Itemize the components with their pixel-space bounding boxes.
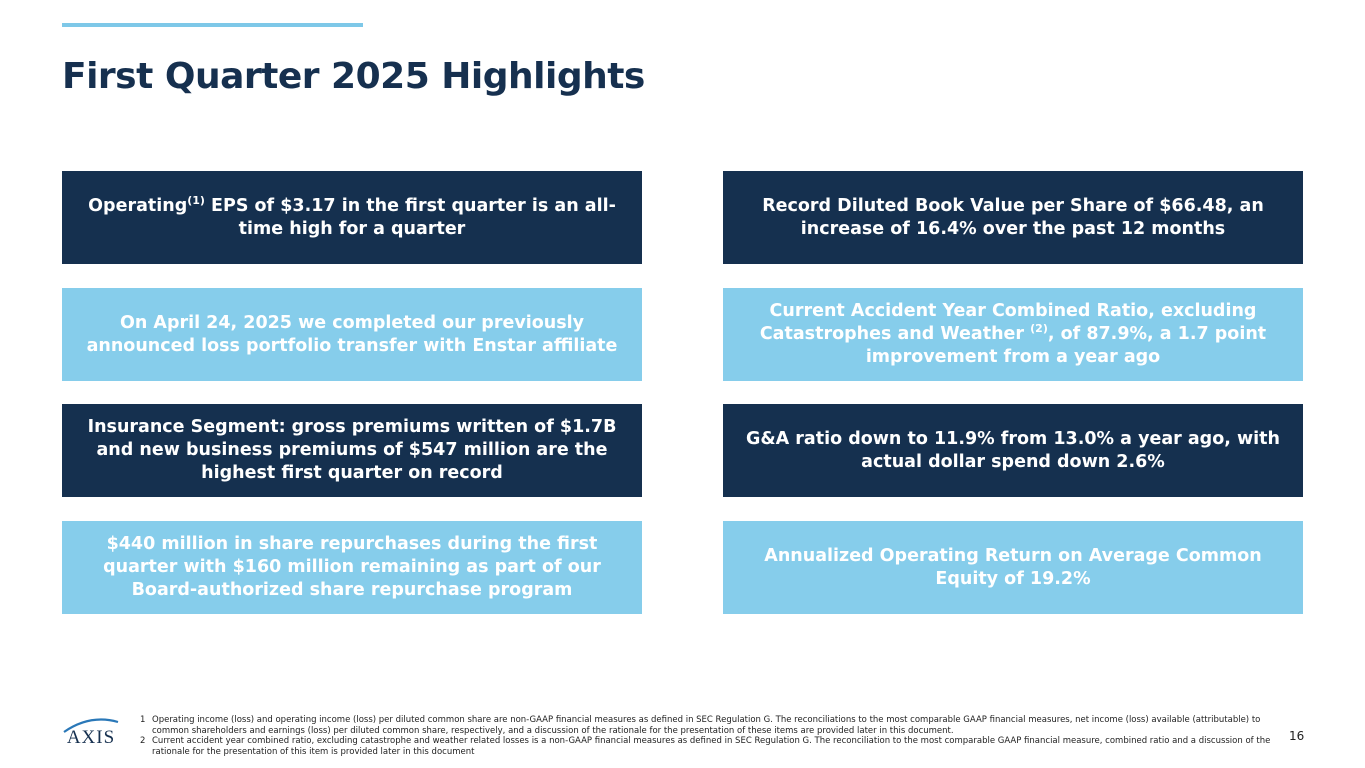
footnote-text: Current accident year combined ratio, ex…	[152, 736, 1271, 757]
footnote-1: 1 Operating income (loss) and operating …	[140, 715, 1290, 736]
axis-logo: AXIS	[63, 718, 119, 748]
footnote-text: Operating income (loss) and operating in…	[152, 715, 1261, 736]
highlight-operating-eps: Operating(1) EPS of $3.17 in the first q…	[62, 171, 642, 264]
highlight-ga-ratio: G&A ratio down to 11.9% from 13.0% a yea…	[723, 404, 1303, 497]
highlight-operating-roe: Annualized Operating Return on Average C…	[723, 521, 1303, 614]
highlight-operating-eps-text: Operating(1) EPS of $3.17 in the first q…	[70, 195, 634, 241]
slide-title: First Quarter 2025 Highlights	[62, 56, 645, 97]
title-accent-line	[62, 23, 363, 27]
footnote-number: 2	[140, 736, 146, 746]
footnote-ref: (2)	[1030, 322, 1048, 335]
highlight-text-part: , of 87.9%, a 1.7 point improvement from…	[865, 324, 1267, 367]
logo-swoosh	[63, 718, 119, 733]
highlight-operating-roe-text: Annualized Operating Return on Average C…	[764, 545, 1262, 589]
highlight-insurance-segment-text: Insurance Segment: gross premiums writte…	[87, 417, 617, 483]
highlight-text-part: Current Accident Year Combined Ratio, ex…	[759, 301, 1257, 344]
logo-wordmark: AXIS	[67, 727, 115, 748]
page-number: 16	[1289, 729, 1305, 743]
highlight-book-value-text: Record Diluted Book Value per Share of $…	[762, 195, 1264, 239]
highlight-ga-ratio-text: G&A ratio down to 11.9% from 13.0% a yea…	[746, 428, 1280, 472]
highlight-loss-portfolio-transfer: On April 24, 2025 we completed our previ…	[62, 288, 642, 381]
highlight-text-part: Operating	[88, 195, 188, 216]
footnote-ref: (1)	[187, 193, 205, 207]
highlight-loss-portfolio-transfer-text: On April 24, 2025 we completed our previ…	[86, 312, 618, 356]
footnote-number: 1	[140, 715, 146, 725]
highlight-insurance-segment: Insurance Segment: gross premiums writte…	[62, 404, 642, 497]
highlight-text-part: EPS of $3.17 in the first quarter is an …	[204, 195, 616, 239]
highlight-book-value: Record Diluted Book Value per Share of $…	[723, 171, 1303, 264]
highlight-combined-ratio: Current Accident Year Combined Ratio, ex…	[723, 288, 1303, 381]
highlight-combined-ratio-text: Current Accident Year Combined Ratio, ex…	[731, 300, 1295, 369]
highlight-share-repurchases: $440 million in share repurchases during…	[62, 521, 642, 614]
footnotes: 1 Operating income (loss) and operating …	[140, 715, 1290, 757]
footnote-2: 2 Current accident year combined ratio, …	[140, 736, 1290, 757]
highlight-share-repurchases-text: $440 million in share repurchases during…	[103, 534, 601, 600]
